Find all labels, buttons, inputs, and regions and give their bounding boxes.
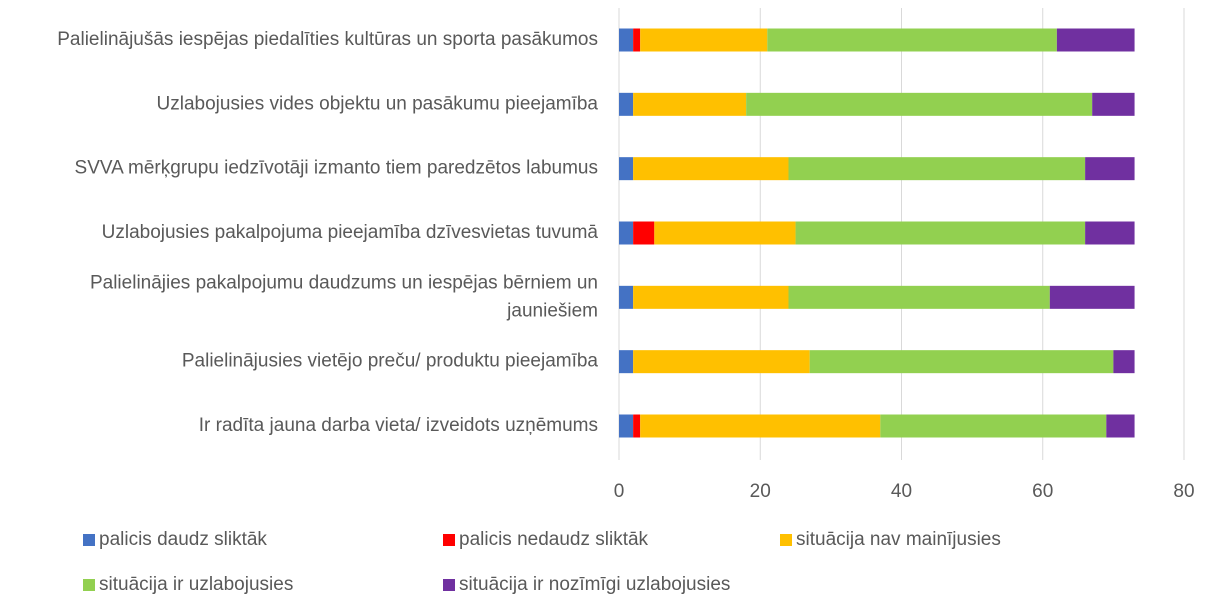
- category-label: Uzlabojusies vides objektu un pasākumu p…: [157, 93, 599, 114]
- bar-segment: [809, 350, 1114, 374]
- bar-segment: [1049, 285, 1135, 309]
- bar-segment: [640, 28, 768, 52]
- x-tick-label: 60: [1032, 481, 1053, 502]
- category-label: Palielinājies pakalpojumu daudzums un ie…: [90, 272, 598, 321]
- legend-label: situācija ir uzlabojusies: [99, 574, 293, 595]
- legend-swatch: [780, 534, 792, 546]
- bar-segment: [633, 285, 789, 309]
- bar-segment: [1113, 350, 1135, 374]
- bar-segment: [1085, 157, 1135, 181]
- bar-segment: [619, 92, 634, 116]
- legend-swatch: [443, 579, 455, 591]
- bar-segment: [633, 221, 655, 245]
- bar-segment: [1106, 414, 1135, 438]
- x-tick-label: 20: [750, 481, 771, 502]
- bar-segment: [654, 221, 796, 245]
- bar-segment: [788, 285, 1050, 309]
- bar-segment: [1085, 221, 1135, 245]
- category-label: Ir radīta jauna darba vieta/ izveidots u…: [199, 415, 598, 436]
- category-label: SVVA mērķgrupu iedzīvotāji izmanto tiem …: [75, 158, 598, 179]
- legend-label: palicis daudz sliktāk: [99, 529, 267, 550]
- category-label: Palielinājusies vietējo preču/ produktu …: [182, 351, 599, 372]
- bar-segment: [619, 350, 634, 374]
- bar-segment: [633, 28, 641, 52]
- bar-segment: [633, 414, 641, 438]
- legend-swatch: [443, 534, 455, 546]
- bar-segment: [633, 157, 789, 181]
- bar-segment: [1056, 28, 1135, 52]
- category-label: Palielinājušās iespējas piedalīties kult…: [57, 29, 598, 50]
- x-tick-label: 40: [891, 481, 912, 502]
- legend-swatch: [83, 534, 95, 546]
- legend-label: situācija nav mainījusies: [796, 529, 1001, 550]
- bar-segment: [767, 28, 1057, 52]
- bar-segment: [619, 157, 634, 181]
- bar-segment: [619, 221, 634, 245]
- bar-segment: [788, 157, 1086, 181]
- bar-segment: [1092, 92, 1135, 116]
- legend-label: situācija ir nozīmīgi uzlabojusies: [459, 574, 730, 595]
- bar-segment: [640, 414, 881, 438]
- x-tick-label: 80: [1173, 481, 1194, 502]
- bar-segment: [619, 414, 634, 438]
- legend-label: palicis nedaudz sliktāk: [459, 529, 649, 550]
- bar-segment: [633, 350, 810, 374]
- category-label: Uzlabojusies pakalpojuma pieejamība dzīv…: [102, 222, 599, 243]
- bar-segment: [746, 92, 1093, 116]
- bar-segment: [795, 221, 1086, 245]
- bar-segment: [619, 285, 634, 309]
- bar-segment: [619, 28, 634, 52]
- bar-segment: [633, 92, 747, 116]
- x-tick-label: 0: [614, 481, 625, 502]
- bar-segment: [880, 414, 1107, 438]
- legend-swatch: [83, 579, 95, 591]
